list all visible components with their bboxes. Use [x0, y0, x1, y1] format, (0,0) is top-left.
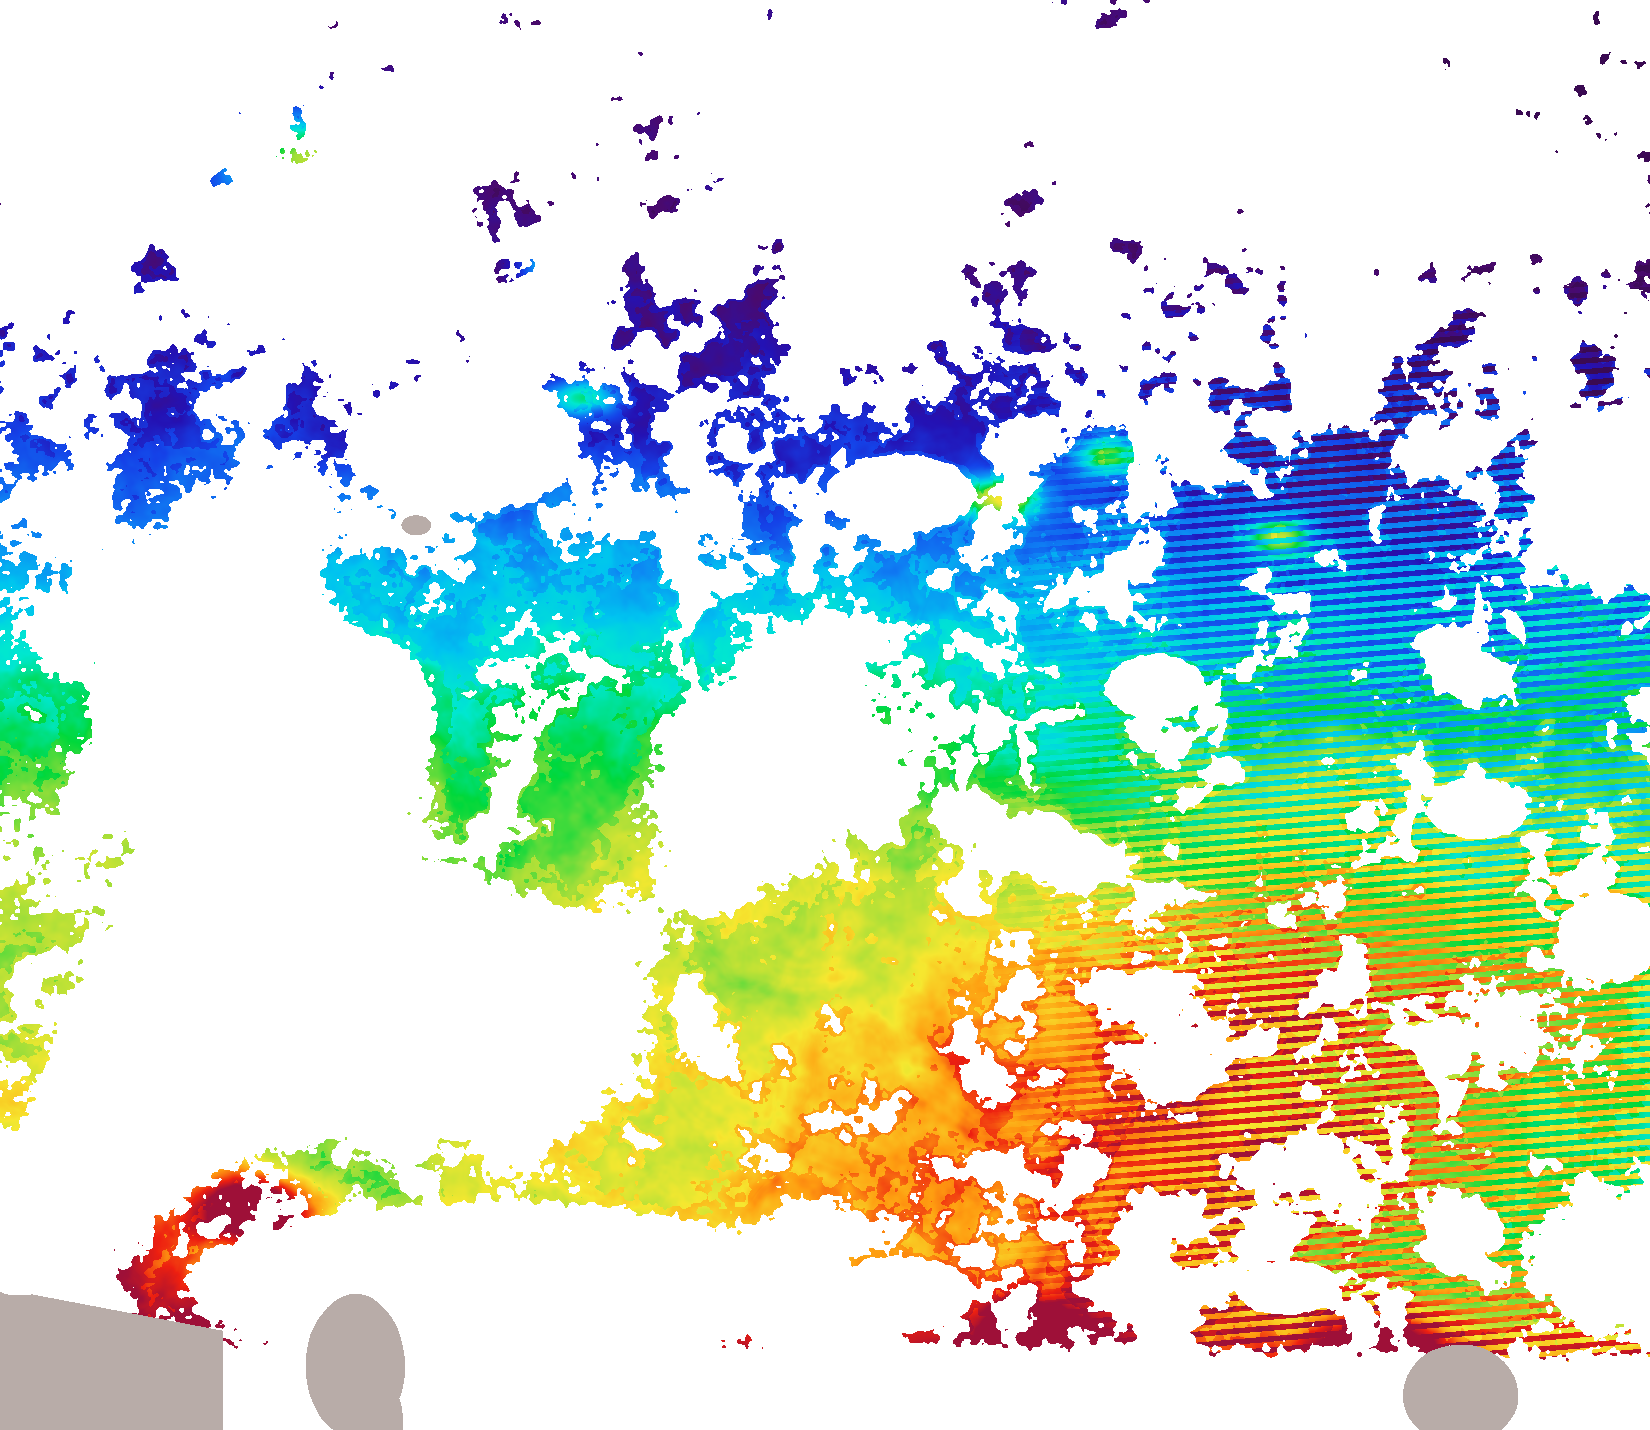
- chlorophyll-raster-canvas: [0, 0, 1650, 1430]
- satellite-ocean-color-image: Chlorophyll-a concentration mg m^-3 clou…: [0, 0, 1650, 1430]
